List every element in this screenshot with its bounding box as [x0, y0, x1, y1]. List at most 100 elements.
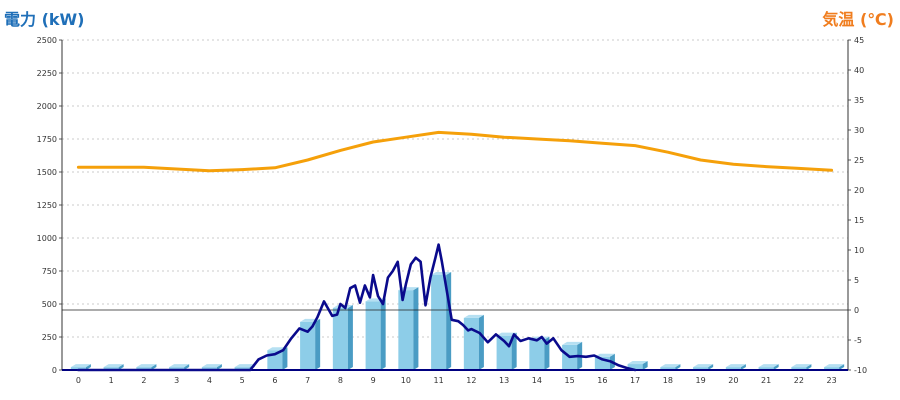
right-tick-label: 0 — [854, 306, 859, 315]
left-tick-label: 2250 — [37, 69, 57, 78]
power-bar-top — [758, 364, 779, 368]
power-bar — [365, 301, 381, 370]
power-bar — [169, 367, 185, 370]
x-tick-label: 8 — [338, 376, 343, 385]
power-bar-side — [675, 364, 681, 370]
x-tick-label: 6 — [272, 376, 277, 385]
power-bar-top — [463, 314, 484, 318]
power-bar-top — [103, 364, 124, 368]
left-tick-label: 1750 — [37, 135, 57, 144]
power-bar — [627, 364, 643, 370]
power-bar — [463, 317, 479, 370]
power-bar-side — [282, 347, 288, 370]
power-bar — [791, 367, 807, 370]
x-tick-label: 20 — [728, 376, 738, 385]
power-bar — [300, 321, 316, 370]
x-tick-label: 12 — [466, 376, 476, 385]
series-lines — [76, 130, 834, 372]
power-bars — [70, 271, 845, 370]
left-tick-label: 0 — [52, 366, 57, 375]
power-bar — [529, 339, 545, 370]
right-tick-label: 10 — [854, 246, 864, 255]
temperature-line — [76, 130, 834, 173]
left-tick-label: 2500 — [37, 36, 57, 45]
right-tick-label: -10 — [854, 366, 867, 375]
power-bar — [136, 367, 152, 370]
x-tick-label: 3 — [174, 376, 179, 385]
power-bar-side — [347, 304, 353, 370]
right-tick-label: 25 — [854, 156, 864, 165]
power-bar-top — [398, 287, 419, 291]
x-tick-label: 2 — [141, 376, 146, 385]
power-bar-side — [380, 298, 386, 370]
power-bar — [431, 274, 447, 370]
x-tick-label: 5 — [240, 376, 245, 385]
x-tick-label: 9 — [371, 376, 376, 385]
grid-lines — [62, 39, 848, 338]
power-bar-side — [151, 364, 157, 370]
right-tick-label: 40 — [854, 66, 864, 75]
left-tick-label: 1250 — [37, 201, 57, 210]
power-bar-top — [627, 361, 648, 365]
left-tick-label: 1000 — [37, 234, 57, 243]
power-bar-side — [806, 364, 812, 370]
x-tick-label: 0 — [76, 376, 81, 385]
x-tick-label: 10 — [401, 376, 411, 385]
x-tick-label: 22 — [794, 376, 804, 385]
power-bar-top — [725, 364, 746, 368]
power-bar-side — [184, 364, 190, 370]
left-tick-label: 250 — [42, 333, 57, 342]
right-tick-label: 35 — [854, 96, 864, 105]
power-bar — [103, 367, 119, 370]
power-bar-top — [201, 364, 222, 368]
x-tick-label: 19 — [696, 376, 706, 385]
left-tick-label: 1500 — [37, 168, 57, 177]
power-bar-top — [169, 364, 190, 368]
right-tick-label: 5 — [854, 276, 859, 285]
power-bar — [70, 367, 86, 370]
power-bar-side — [544, 336, 550, 370]
x-tick-label: 15 — [565, 376, 575, 385]
power-bar-top — [496, 332, 517, 336]
power-bar — [824, 367, 840, 370]
power-bar — [332, 307, 348, 370]
left-tick-label: 2000 — [37, 102, 57, 111]
left-tick-label: 750 — [42, 267, 57, 276]
power-bar-top — [234, 364, 255, 368]
power-bar — [398, 290, 414, 370]
right-tick-label: 20 — [854, 186, 864, 195]
power-bar-side — [839, 364, 845, 370]
power-bar-side — [478, 314, 484, 370]
x-tick-label: 21 — [761, 376, 771, 385]
power-line — [77, 243, 637, 372]
power-bar-side — [740, 364, 746, 370]
x-tick-label: 18 — [663, 376, 673, 385]
power-bar-top — [70, 364, 91, 368]
power-bar-top — [431, 271, 452, 275]
x-tick-label: 14 — [532, 376, 542, 385]
x-tick-label: 16 — [597, 376, 607, 385]
power-bar-side — [118, 364, 124, 370]
power-bar-top — [136, 364, 157, 368]
power-bar-side — [85, 364, 91, 370]
left-tick-label: 500 — [42, 300, 57, 309]
power-bar-side — [773, 364, 779, 370]
x-tick-label: 1 — [109, 376, 114, 385]
right-tick-label: -5 — [854, 336, 862, 345]
x-tick-label: 7 — [305, 376, 310, 385]
x-tick-label: 17 — [630, 376, 640, 385]
power-bar — [693, 367, 709, 370]
x-tick-label: 4 — [207, 376, 212, 385]
x-tick-label: 13 — [499, 376, 509, 385]
power-bar — [758, 367, 774, 370]
power-bar-top — [562, 341, 583, 345]
x-tick-label: 11 — [434, 376, 444, 385]
power-bar — [660, 367, 676, 370]
power-bar — [201, 367, 217, 370]
power-bar-top — [660, 364, 681, 368]
power-bar-top — [791, 364, 812, 368]
right-axis-title: 気温 (℃) — [822, 10, 894, 29]
right-tick-label: 30 — [854, 126, 864, 135]
